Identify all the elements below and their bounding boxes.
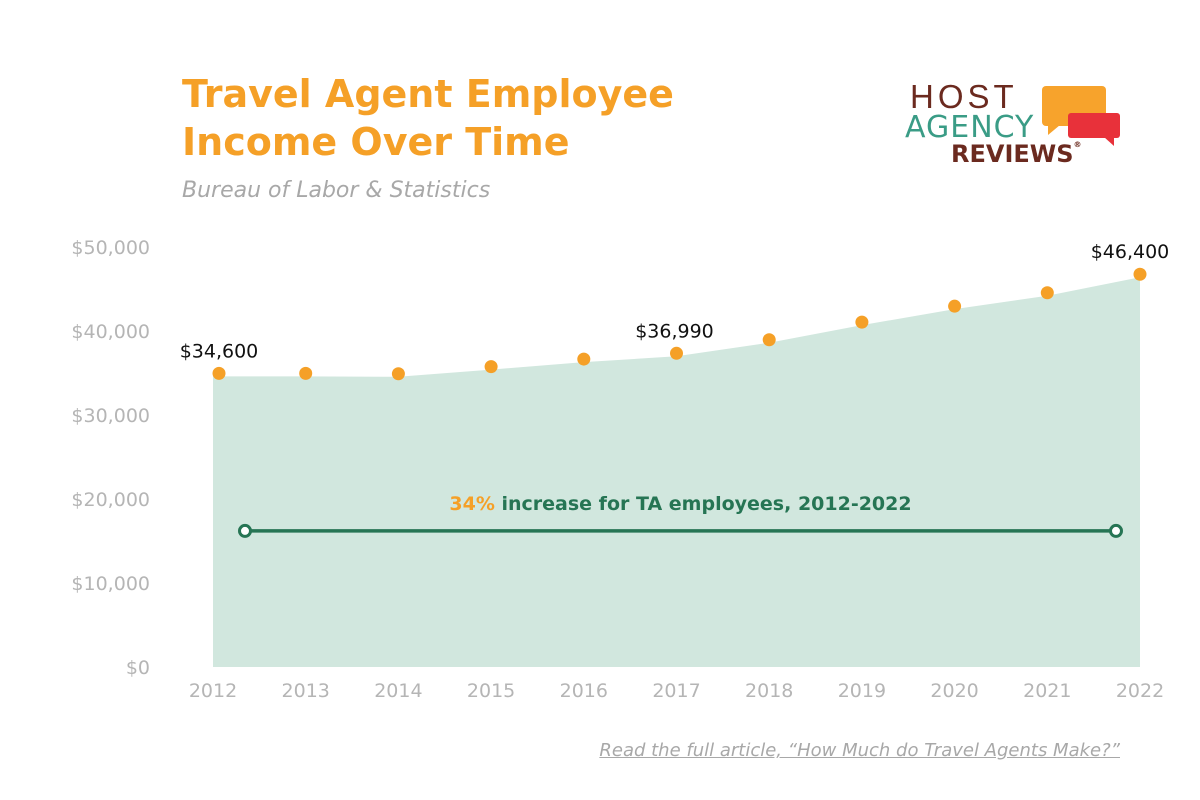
data-point [391, 367, 405, 381]
increase-span-end [1109, 523, 1123, 538]
logo-registered-mark: ® [1073, 140, 1082, 149]
x-axis: 2012 2013 2014 2015 2016 2017 2018 2019 2020 2021… [189, 680, 1164, 702]
logo-word-host: HOST [910, 78, 1018, 115]
data-point [212, 366, 226, 380]
y-tick-label: $0 [126, 657, 150, 679]
x-tick-label: 2021 [1023, 680, 1071, 702]
y-axis: $0 $10,000 $20,000 $30,000 $40,000 $50,000 [71, 237, 150, 679]
increase-annotation: 34% increase for TA employees, 2012-2022 [238, 493, 1123, 538]
data-label: $46,400 [1091, 241, 1170, 263]
data-point [1040, 286, 1054, 300]
y-tick-label: $30,000 [71, 405, 150, 427]
x-tick-label: 2012 [189, 680, 237, 702]
x-tick-label: 2014 [374, 680, 422, 702]
x-tick-label: 2017 [652, 680, 700, 702]
x-tick-label: 2022 [1116, 680, 1164, 702]
y-tick-label: $20,000 [71, 489, 150, 511]
data-label: $34,600 [180, 340, 259, 362]
increase-percent: 34% [449, 493, 494, 515]
data-point [484, 360, 498, 374]
increase-annotation-text: 34% increase for TA employees, 2012-2022 [449, 493, 911, 515]
x-tick-label: 2016 [560, 680, 608, 702]
data-point [577, 352, 591, 366]
x-tick-label: 2015 [467, 680, 515, 702]
full-article-link[interactable]: Read the full article, “How Much do Trav… [599, 740, 1120, 761]
x-tick-label: 2013 [282, 680, 330, 702]
logo-word-reviews: REVIEWS® [951, 140, 1082, 168]
chart-title-line-2: Income Over Time [182, 120, 570, 164]
y-tick-label: $10,000 [71, 573, 150, 595]
x-tick-label: 2018 [745, 680, 793, 702]
logo-reviews-text: REVIEWS [951, 140, 1074, 168]
speech-bubble-red-icon [1068, 113, 1120, 146]
x-tick-label: 2019 [838, 680, 886, 702]
data-point [299, 366, 313, 380]
data-point [1133, 267, 1147, 281]
y-tick-label: $50,000 [71, 237, 150, 259]
chart-title: Travel Agent Employee Income Over Time [182, 70, 742, 166]
data-label: $36,990 [635, 320, 714, 342]
chart-subtitle: Bureau of Labor & Statistics [182, 178, 491, 203]
data-point [948, 299, 962, 313]
data-labels: $34,600 $36,990 $46,400 [180, 241, 1170, 362]
host-agency-reviews-logo: HOST AGENCY REVIEWS® [905, 78, 1130, 173]
data-points [212, 267, 1147, 381]
increase-span-start [238, 523, 252, 538]
data-point [855, 315, 869, 329]
increase-description: increase for TA employees, 2012-2022 [495, 493, 912, 515]
data-point [670, 346, 683, 360]
y-tick-label: $40,000 [71, 321, 150, 343]
chart-title-line-1: Travel Agent Employee [182, 72, 674, 116]
data-point [762, 333, 776, 347]
logo-word-agency: AGENCY [905, 110, 1035, 145]
x-tick-label: 2020 [930, 680, 978, 702]
income-area [213, 277, 1140, 667]
area-layer [213, 277, 1140, 667]
